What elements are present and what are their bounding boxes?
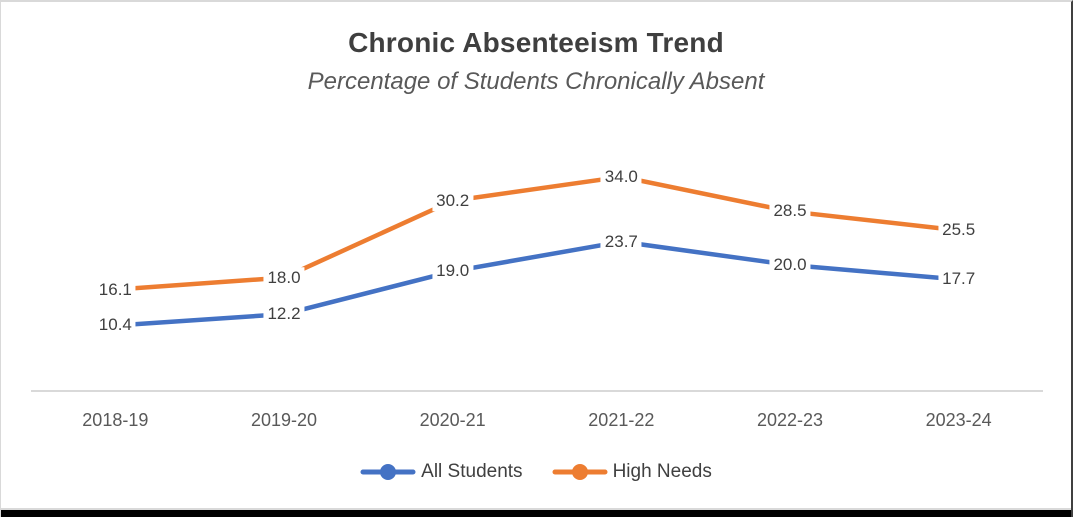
bottom-black-bar (1, 510, 1071, 517)
x-axis-tick-label: 2020-21 (419, 410, 486, 430)
data-label: 16.1 (94, 278, 136, 301)
data-label: 25.5 (938, 219, 980, 242)
data-label: 23.7 (600, 230, 642, 253)
x-axis-tick-label: 2021-22 (588, 410, 655, 430)
legend-label: All Students (421, 461, 523, 482)
data-label: 17.7 (938, 268, 980, 291)
data-label: 19.0 (432, 260, 474, 283)
data-label: 30.2 (432, 189, 474, 212)
series-line-all-students (113, 239, 961, 328)
x-axis-tick-label: 2018-19 (82, 410, 149, 430)
x-axis-tick-label: 2022-23 (756, 410, 824, 430)
x-axis-tick-label: 2019-20 (250, 410, 318, 430)
data-label: 28.5 (769, 200, 811, 223)
series-line-high-needs (113, 174, 961, 292)
bottom-gray-divider (1, 508, 1071, 510)
legend-marker-icon (360, 464, 416, 480)
data-label: 34.0 (600, 166, 642, 188)
x-axis-tick-label: 2023-24 (925, 410, 992, 430)
legend: All Students High Needs (1, 461, 1071, 483)
chart-subtitle: Percentage of Students Chronically Absen… (307, 68, 765, 95)
data-label: 12.2 (263, 303, 305, 325)
legend-item-all-students: All Students (360, 461, 523, 483)
data-label: 20.0 (769, 254, 811, 276)
chart-title: Chronic Absenteeism Trend (348, 27, 724, 58)
data-label: 18.0 (263, 266, 305, 289)
legend-item-high-needs: High Needs (552, 461, 712, 483)
legend-marker-icon (552, 464, 608, 480)
legend-label: High Needs (612, 461, 712, 482)
data-label: 10.4 (94, 314, 136, 337)
